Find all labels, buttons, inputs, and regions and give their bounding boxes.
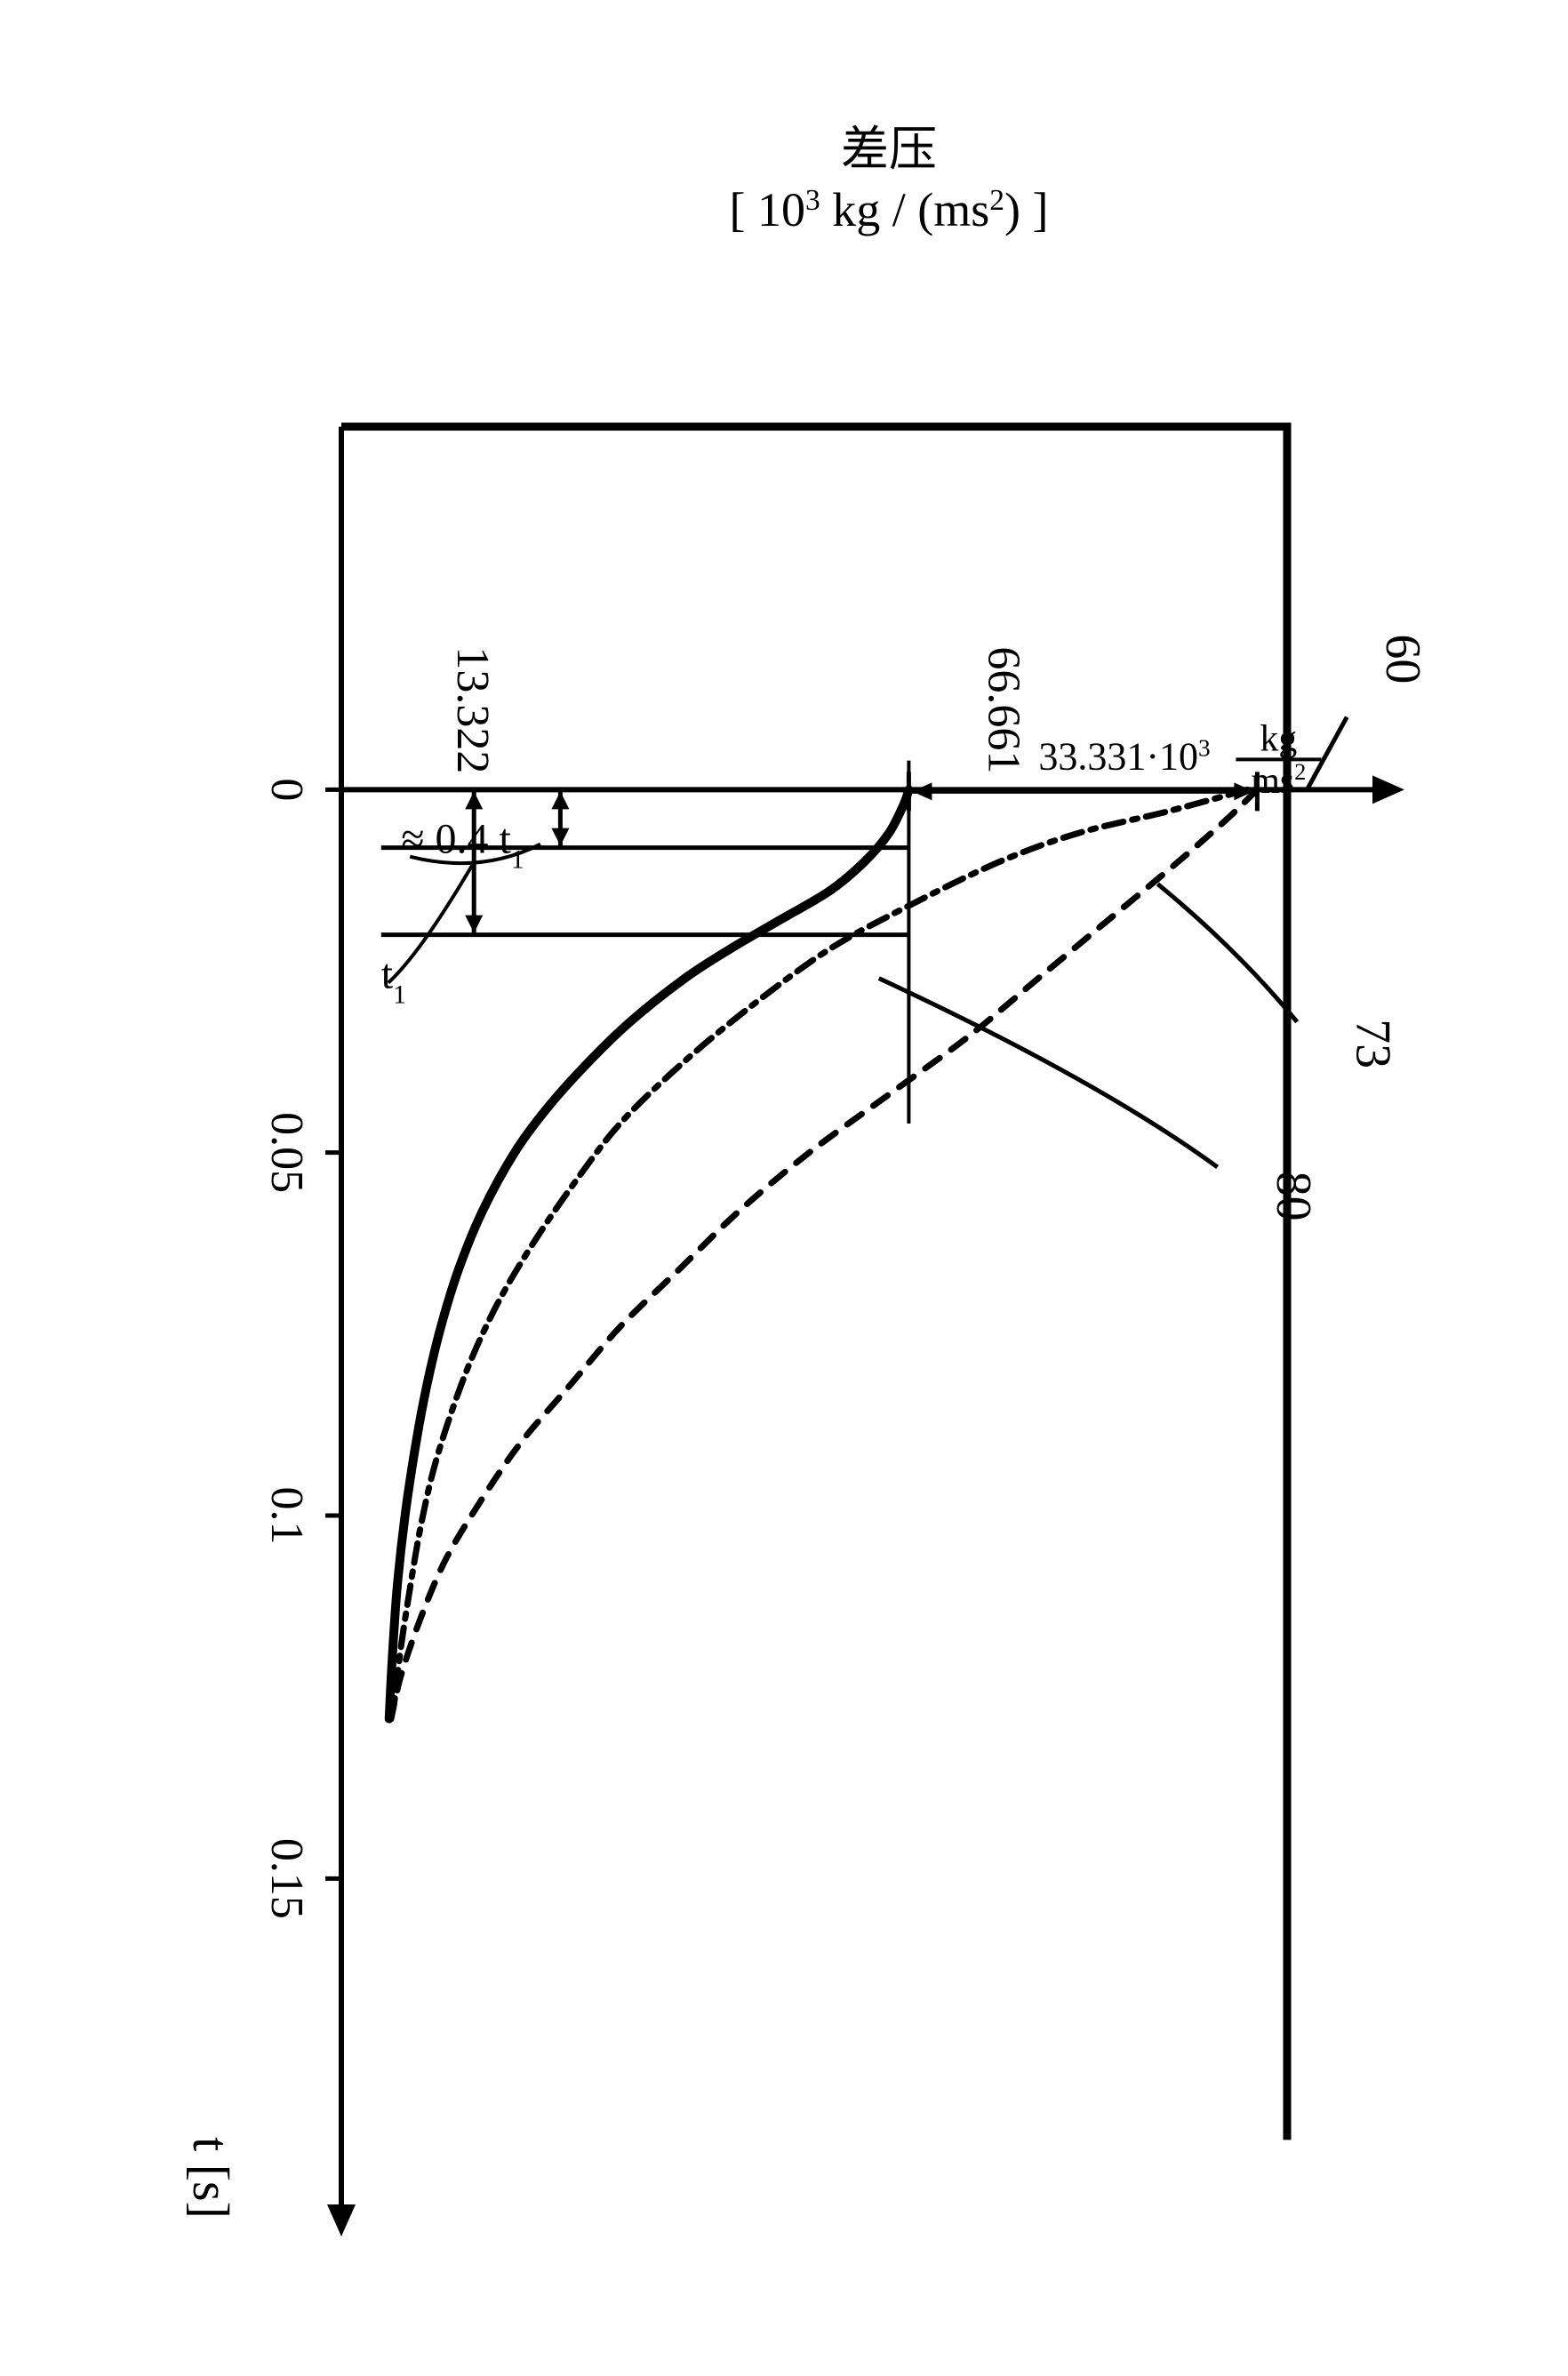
x-tick-label: 0 (261, 778, 312, 801)
pressure-time-chart: 00.050.10.15t [s]13.32266.661差压[ 103 kg … (0, 0, 1568, 2376)
x-axis-label: t [s] (182, 2137, 240, 2219)
callout-c60-text: 60 (1375, 634, 1430, 684)
callout-c80-text: 80 (1266, 1172, 1321, 1221)
x-tick-label: 0.05 (261, 1112, 312, 1193)
svg-text:差压: 差压 (841, 123, 937, 176)
y-tick-label: 66.661 (978, 646, 1028, 773)
svg-text:33.331·103: 33.331·103 (1038, 735, 1210, 779)
y-tick-label: 13.322 (447, 646, 498, 773)
ybar-frac-num: kg (1260, 718, 1298, 759)
x-tick-label: 0.15 (261, 1838, 312, 1919)
callout-c73-text: 73 (1345, 1019, 1400, 1068)
x-tick-label: 0.1 (261, 1487, 312, 1545)
